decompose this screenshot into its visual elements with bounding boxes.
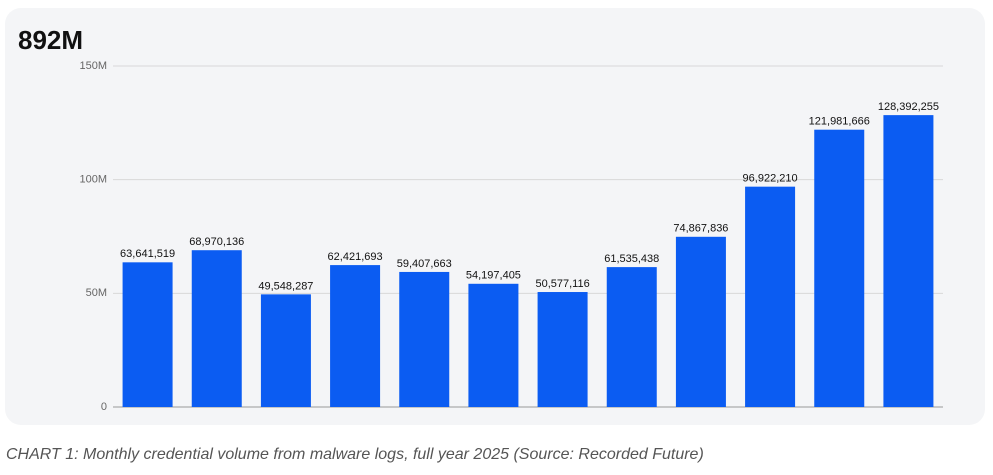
value-label: 50,577,116	[535, 278, 589, 290]
bar	[191, 250, 242, 407]
value-label: 54,197,405	[466, 270, 521, 282]
bar	[745, 186, 796, 407]
value-label: 96,922,210	[743, 173, 798, 185]
value-label: 61,535,438	[604, 253, 659, 265]
value-label: 49,548,287	[258, 280, 313, 292]
bar	[122, 262, 173, 407]
chart-title: 892M	[18, 25, 83, 55]
y-tick-label: 150M	[79, 60, 107, 72]
bar	[468, 283, 519, 407]
caption: CHART 1: Monthly credential volume from …	[6, 446, 704, 463]
bar	[260, 294, 311, 407]
value-label: 68,970,136	[189, 236, 244, 248]
bar	[883, 115, 934, 407]
value-label: 128,392,255	[878, 101, 939, 113]
value-label: 59,407,663	[397, 258, 452, 270]
value-label: 63,641,519	[120, 248, 175, 260]
bar	[537, 292, 588, 407]
value-label: 121,981,666	[809, 116, 870, 128]
bar	[675, 236, 726, 407]
bar	[606, 267, 657, 407]
value-label: 62,421,693	[328, 251, 383, 263]
bar	[330, 265, 381, 407]
bar	[814, 129, 865, 407]
y-tick-label: 50M	[86, 287, 107, 299]
y-tick-label: 0	[101, 401, 107, 413]
bar	[399, 271, 450, 407]
value-label: 74,867,836	[673, 223, 728, 235]
y-tick-label: 100M	[79, 174, 107, 186]
card	[5, 8, 985, 425]
